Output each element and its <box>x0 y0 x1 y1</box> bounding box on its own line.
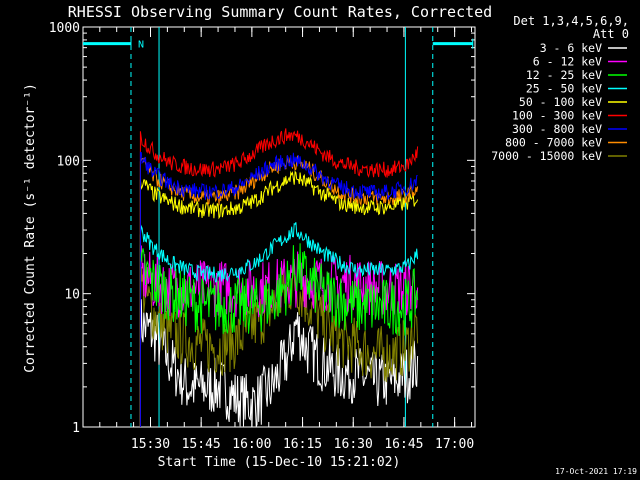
legend-label: 6 - 12 keV <box>533 55 602 69</box>
y-tick-label: 1000 <box>49 21 80 36</box>
series-line <box>139 170 419 427</box>
y-tick-label: 100 <box>57 154 80 169</box>
legend-label: 300 - 800 keV <box>512 122 602 136</box>
x-axis-label: Start Time (15-Dec-10 15:21:02) <box>158 455 401 470</box>
legend-label: 25 - 50 keV <box>526 82 602 96</box>
series-line <box>139 222 419 427</box>
series-line <box>139 243 419 427</box>
series-line <box>139 128 419 427</box>
x-tick-label: 17:00 <box>435 437 474 452</box>
legend-label: 100 - 300 keV <box>512 109 602 123</box>
flag-label: N <box>138 40 144 51</box>
x-tick-label: 15:45 <box>182 437 221 452</box>
legend-label: 12 - 25 keV <box>526 68 602 82</box>
legend-label: 3 - 6 keV <box>540 41 602 55</box>
legend-label: 800 - 7000 keV <box>505 136 602 150</box>
x-tick-label: 15:30 <box>131 437 170 452</box>
plot-frame <box>82 26 476 428</box>
series-line <box>139 151 418 427</box>
series-group <box>139 128 419 427</box>
legend-header-2: Att 0 <box>593 27 629 41</box>
chart-title: RHESSI Observing Summary Count Rates, Co… <box>68 3 492 21</box>
y-tick-label: 1 <box>72 421 80 436</box>
y-axis: 1 10 100 1000 <box>49 21 475 436</box>
x-tick-label: 16:15 <box>283 437 322 452</box>
x-tick-label: 16:30 <box>334 437 373 452</box>
y-axis-label: Corrected Count Rate (s⁻¹ detector⁻¹) <box>23 83 38 373</box>
x-tick-label: 16:45 <box>384 437 423 452</box>
y-tick-label: 10 <box>64 288 80 303</box>
x-tick-label: 16:00 <box>232 437 271 452</box>
x-axis: 15:30 15:45 16:00 16:15 16:30 16:45 17:00 <box>99 27 474 452</box>
series-line <box>139 299 419 427</box>
legend-label: 7000 - 15000 keV <box>491 149 602 163</box>
footer-timestamp: 17-Oct-2021 17:19 <box>555 467 637 476</box>
legend-header-1: Det 1,3,4,5,6,9, <box>513 14 629 28</box>
legend-label: 50 - 100 keV <box>519 95 602 109</box>
